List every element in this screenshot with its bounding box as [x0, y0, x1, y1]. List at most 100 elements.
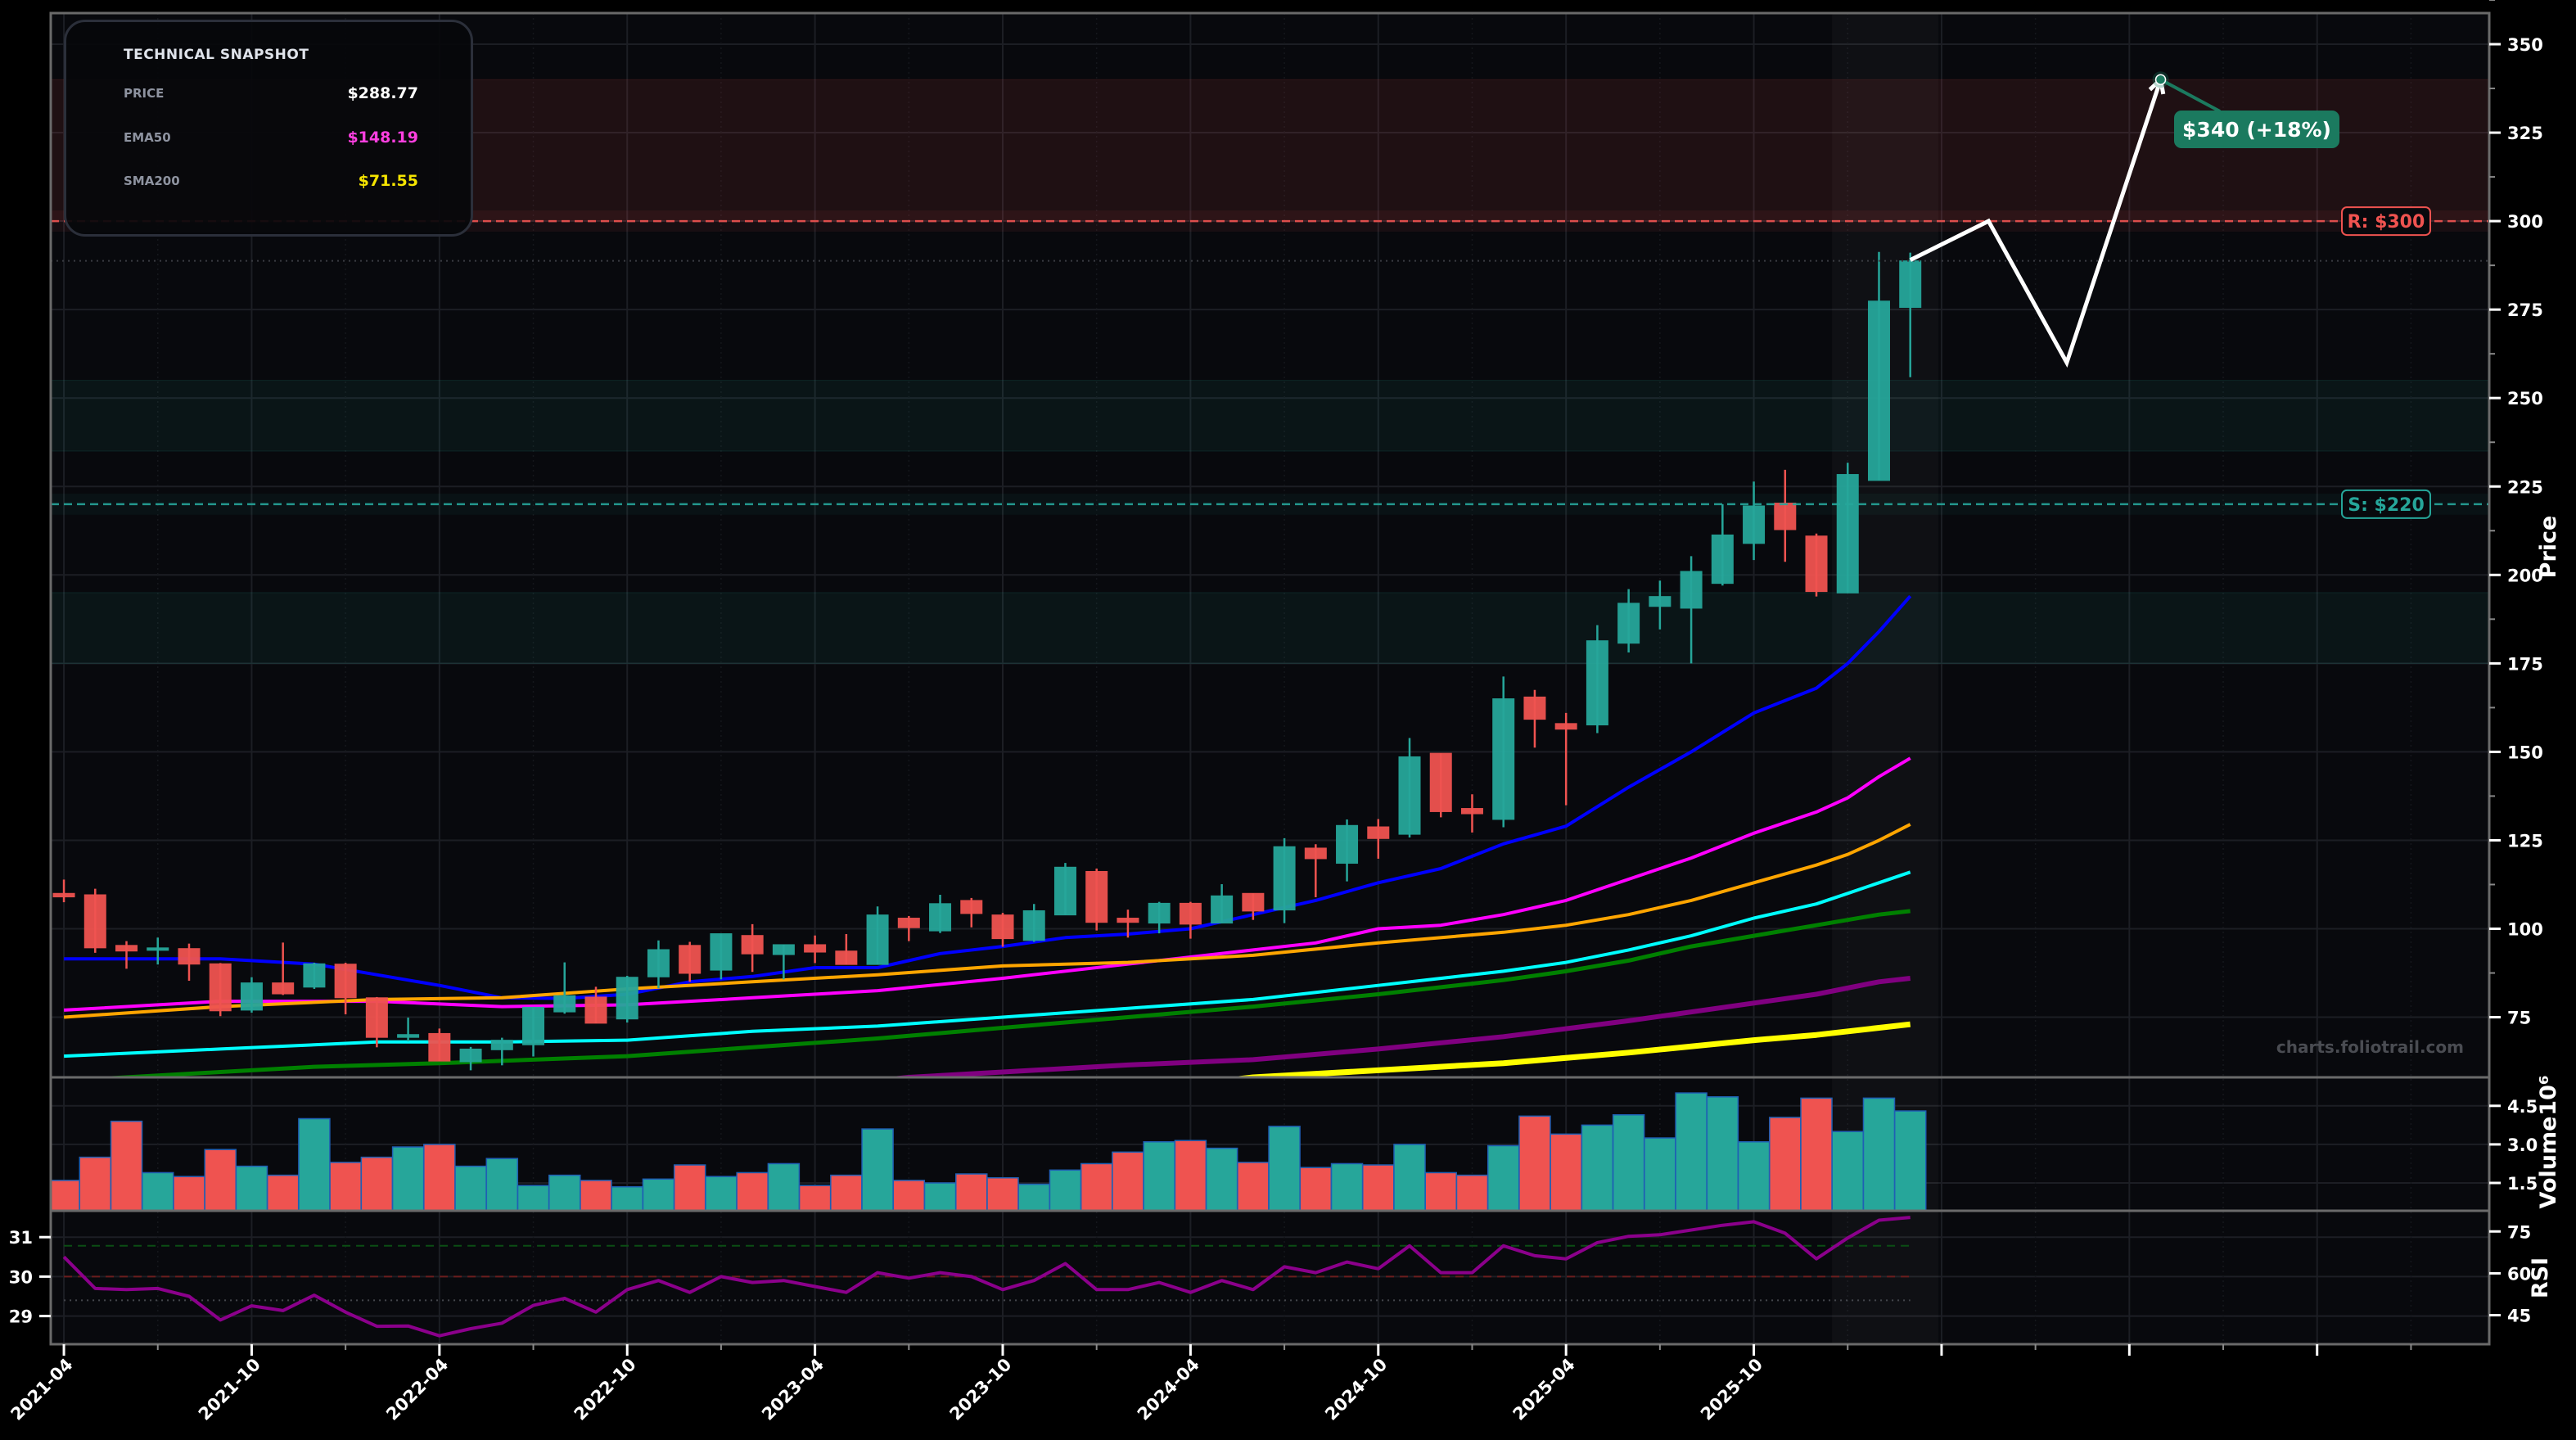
- volume-bar: [1612, 1114, 1645, 1211]
- volume-bar: [204, 1149, 237, 1211]
- candle-down: [1304, 847, 1327, 860]
- candle-down: [804, 944, 827, 953]
- x-tick-label: 2022-10: [571, 1355, 640, 1424]
- volume-bar: [1174, 1140, 1207, 1211]
- candle-down: [897, 918, 920, 928]
- candle-up: [616, 977, 638, 1020]
- price-tick-label: 350: [2507, 35, 2543, 55]
- x-tick-label: 2022-04: [382, 1355, 452, 1424]
- candle-up: [1711, 534, 1734, 585]
- x-tick-label: 2023-10: [945, 1355, 1015, 1424]
- candle-up: [1053, 866, 1076, 916]
- candle-up: [1492, 698, 1515, 820]
- volume-bar: [830, 1174, 863, 1211]
- volume-bar: [986, 1176, 1019, 1211]
- candle-down: [960, 900, 983, 914]
- volume-bar: [173, 1176, 205, 1211]
- candle-up: [1273, 846, 1296, 911]
- volume-bar: [1299, 1167, 1333, 1211]
- candle-down: [178, 948, 201, 965]
- support-zone: [51, 592, 2489, 664]
- candle-up: [647, 949, 670, 977]
- rsi-axis-title: RSI: [2528, 1257, 2553, 1298]
- candle-up: [490, 1040, 513, 1050]
- technical-snapshot-panel: TECHNICAL SNAPSHOT PRICE $288.77 EMA50 $…: [64, 20, 473, 237]
- candle-down: [584, 996, 607, 1024]
- candle-down: [365, 997, 388, 1038]
- volume-bar: [1112, 1151, 1144, 1211]
- candle-up: [553, 995, 576, 1013]
- rsi-left-tick-label: 29: [9, 1307, 33, 1327]
- candle-down: [272, 982, 295, 995]
- rsi-right-tick-label: 60: [2507, 1264, 2531, 1284]
- candle-up: [710, 933, 733, 971]
- candle-up: [147, 947, 169, 951]
- target-marker: [2154, 74, 2167, 85]
- candle-up: [1148, 902, 1171, 924]
- snapshot-title: TECHNICAL SNAPSHOT: [124, 47, 309, 63]
- volume-bar: [454, 1165, 487, 1211]
- volume-bar: [142, 1171, 174, 1211]
- candle-down: [1242, 892, 1265, 912]
- candle-down: [115, 945, 138, 952]
- volume-bar: [1862, 1097, 1896, 1211]
- volume-bar: [1831, 1131, 1865, 1211]
- volume-bar: [1487, 1144, 1520, 1211]
- volume-bar: [1362, 1164, 1395, 1211]
- candle-down: [1367, 826, 1390, 839]
- candle-up: [303, 963, 326, 988]
- candle-up: [1398, 756, 1421, 835]
- volume-bar: [1581, 1124, 1614, 1211]
- volume-bar: [79, 1156, 112, 1211]
- volume-bar: [235, 1165, 268, 1211]
- volume-tick-label: 1.5: [2507, 1174, 2538, 1194]
- volume-bar: [1330, 1162, 1364, 1211]
- price-tick-label: 300: [2507, 212, 2543, 232]
- volume-bar: [1143, 1141, 1175, 1211]
- x-tick-label: 2025-04: [1509, 1355, 1579, 1424]
- volume-bar: [611, 1185, 643, 1211]
- volume-bar: [1080, 1162, 1113, 1211]
- candle-down: [334, 964, 357, 999]
- candle-up: [1680, 571, 1703, 609]
- candle-up: [522, 1006, 545, 1045]
- target-label-box: [2174, 111, 2339, 148]
- price-tick-label: 125: [2507, 831, 2543, 851]
- volume-bar: [955, 1173, 988, 1211]
- volume-bar: [798, 1185, 832, 1211]
- sma200-value: $71.55: [358, 172, 418, 190]
- candles: [52, 251, 1922, 1071]
- candle-down: [835, 950, 858, 965]
- x-tick-label: 2021-10: [195, 1355, 264, 1424]
- volume-bar: [110, 1120, 143, 1211]
- x-tick-label: 2021-04: [7, 1355, 76, 1424]
- watermark: charts.foliotrail.com: [2276, 1037, 2464, 1057]
- resistance-label-box: [2341, 206, 2431, 237]
- rsi-left-tick-label: 30: [9, 1267, 33, 1287]
- candle-up: [1022, 910, 1045, 941]
- grid: [51, 13, 2489, 1344]
- target-label: $340 (+18%): [2182, 118, 2331, 142]
- candle-down: [209, 963, 232, 1012]
- rsi: [62, 1216, 1911, 1338]
- volume-bar: [329, 1162, 362, 1211]
- snapshot-row-sma200: SMA200 $71.55: [124, 172, 418, 193]
- snapshot-row-ema50: EMA50 $148.19: [124, 129, 418, 150]
- rsi-left-tick-label: 31: [9, 1228, 33, 1248]
- candle-down: [428, 1032, 451, 1062]
- candle-down: [52, 892, 75, 898]
- volume-bar: [1769, 1117, 1802, 1211]
- volume-bar: [705, 1176, 738, 1211]
- volume-bar: [1017, 1183, 1050, 1211]
- volume-bar: [298, 1117, 331, 1211]
- target-connector: [2159, 78, 2221, 113]
- price-value: $288.77: [347, 84, 418, 102]
- candle-up: [1649, 596, 1671, 607]
- x-tick-label: 2025-10: [1697, 1355, 1766, 1424]
- volume-bar: [1518, 1115, 1551, 1211]
- price-label: PRICE: [124, 86, 165, 101]
- price-tick-label: 325: [2507, 124, 2543, 143]
- candle-down: [679, 945, 702, 974]
- price-axis-title: Price: [2536, 516, 2561, 579]
- candle-up: [1867, 300, 1890, 481]
